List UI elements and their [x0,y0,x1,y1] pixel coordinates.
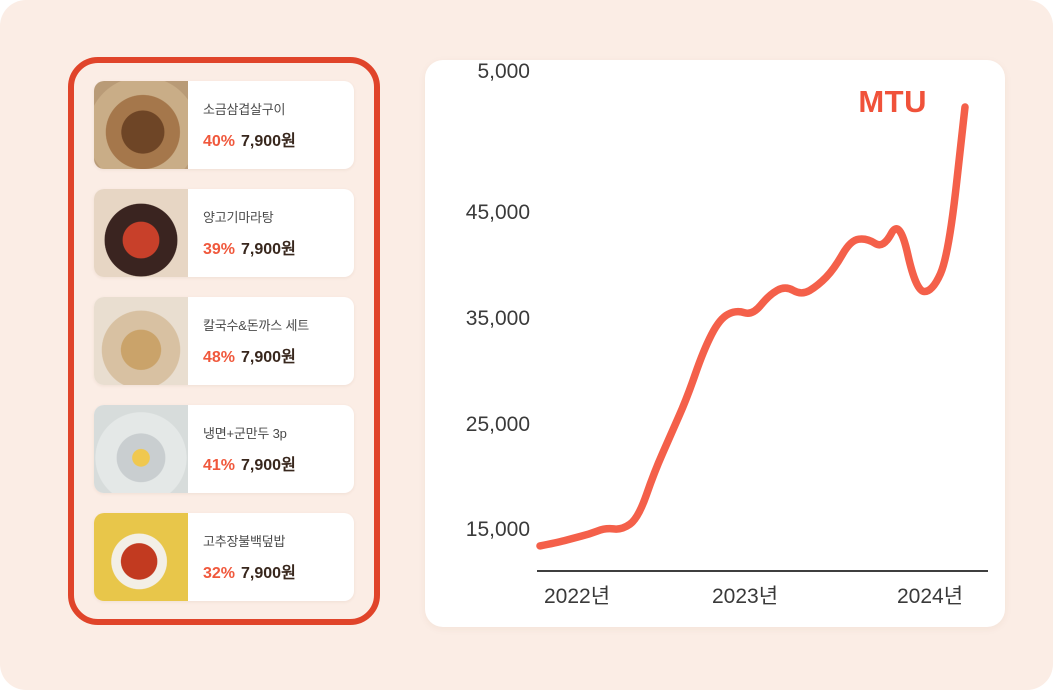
menu-item-card[interactable]: 냉면+군만두 3p 41% 7,900원 [94,405,354,493]
chart-title: MTU [858,84,927,119]
x-axis-tick: 2022년 [543,585,611,608]
y-axis-tick: 45,000 [465,201,530,224]
menu-price-row: 32% 7,900원 [203,559,354,583]
x-axis-tick: 2024년 [896,585,964,608]
discount-percent: 32% [203,565,236,582]
y-axis-tick: 15,000 [465,518,530,541]
menu-item-card[interactable]: 칼국수&돈까스 세트 48% 7,900원 [94,297,354,385]
menu-item-card[interactable]: 소금삼겹살구이 40% 7,900원 [94,81,354,169]
menu-item-info: 소금삼겹살구이 40% 7,900원 [188,81,354,169]
discount-percent: 41% [203,457,236,474]
price-label: 7,900원 [241,133,296,150]
x-axis [537,570,988,572]
price-label: 7,900원 [241,349,296,366]
price-label: 7,900원 [241,241,296,258]
food-photo [94,189,188,277]
mtu-line-chart [536,103,969,550]
food-photo [94,81,188,169]
menu-panel: 소금삼겹살구이 40% 7,900원 양고기마라탕 39% 7,900원 칼국수… [68,57,380,625]
food-photo [94,297,188,385]
menu-item-name: 냉면+군만두 3p [203,426,287,441]
menu-item-info: 고추장불백덮밥 32% 7,900원 [188,513,354,601]
price-label: 7,900원 [241,565,296,582]
menu-item-name: 고추장불백덮밥 [203,534,286,549]
discount-percent: 40% [203,133,236,150]
food-photo [94,405,188,493]
menu-item-info: 양고기마라탕 39% 7,900원 [188,189,354,277]
menu-item-card[interactable]: 고추장불백덮밥 32% 7,900원 [94,513,354,601]
menu-price-row: 40% 7,900원 [203,127,354,151]
menu-price-row: 39% 7,900원 [203,235,354,259]
discount-percent: 48% [203,349,236,366]
menu-price-row: 41% 7,900원 [203,451,354,475]
menu-item-card[interactable]: 양고기마라탕 39% 7,900원 [94,189,354,277]
discount-percent: 39% [203,241,236,258]
mtu-line [536,103,969,550]
y-axis-tick: 5,000 [477,60,530,83]
y-axis-tick: 35,000 [465,307,530,330]
menu-item-info: 냉면+군만두 3p 41% 7,900원 [188,405,354,493]
menu-item-name: 소금삼겹살구이 [203,102,286,117]
menu-price-row: 48% 7,900원 [203,343,354,367]
price-label: 7,900원 [241,457,296,474]
menu-item-name: 칼국수&돈까스 세트 [203,318,309,333]
y-axis-tick: 25,000 [465,413,530,436]
mtu-chart-card: MTU 45,000 35,000 25,000 15,000 5,000 20… [425,60,1005,627]
menu-item-name: 양고기마라탕 [203,210,274,225]
x-axis-tick: 2023년 [711,585,779,608]
food-photo [94,513,188,601]
menu-item-info: 칼국수&돈까스 세트 48% 7,900원 [188,297,354,385]
